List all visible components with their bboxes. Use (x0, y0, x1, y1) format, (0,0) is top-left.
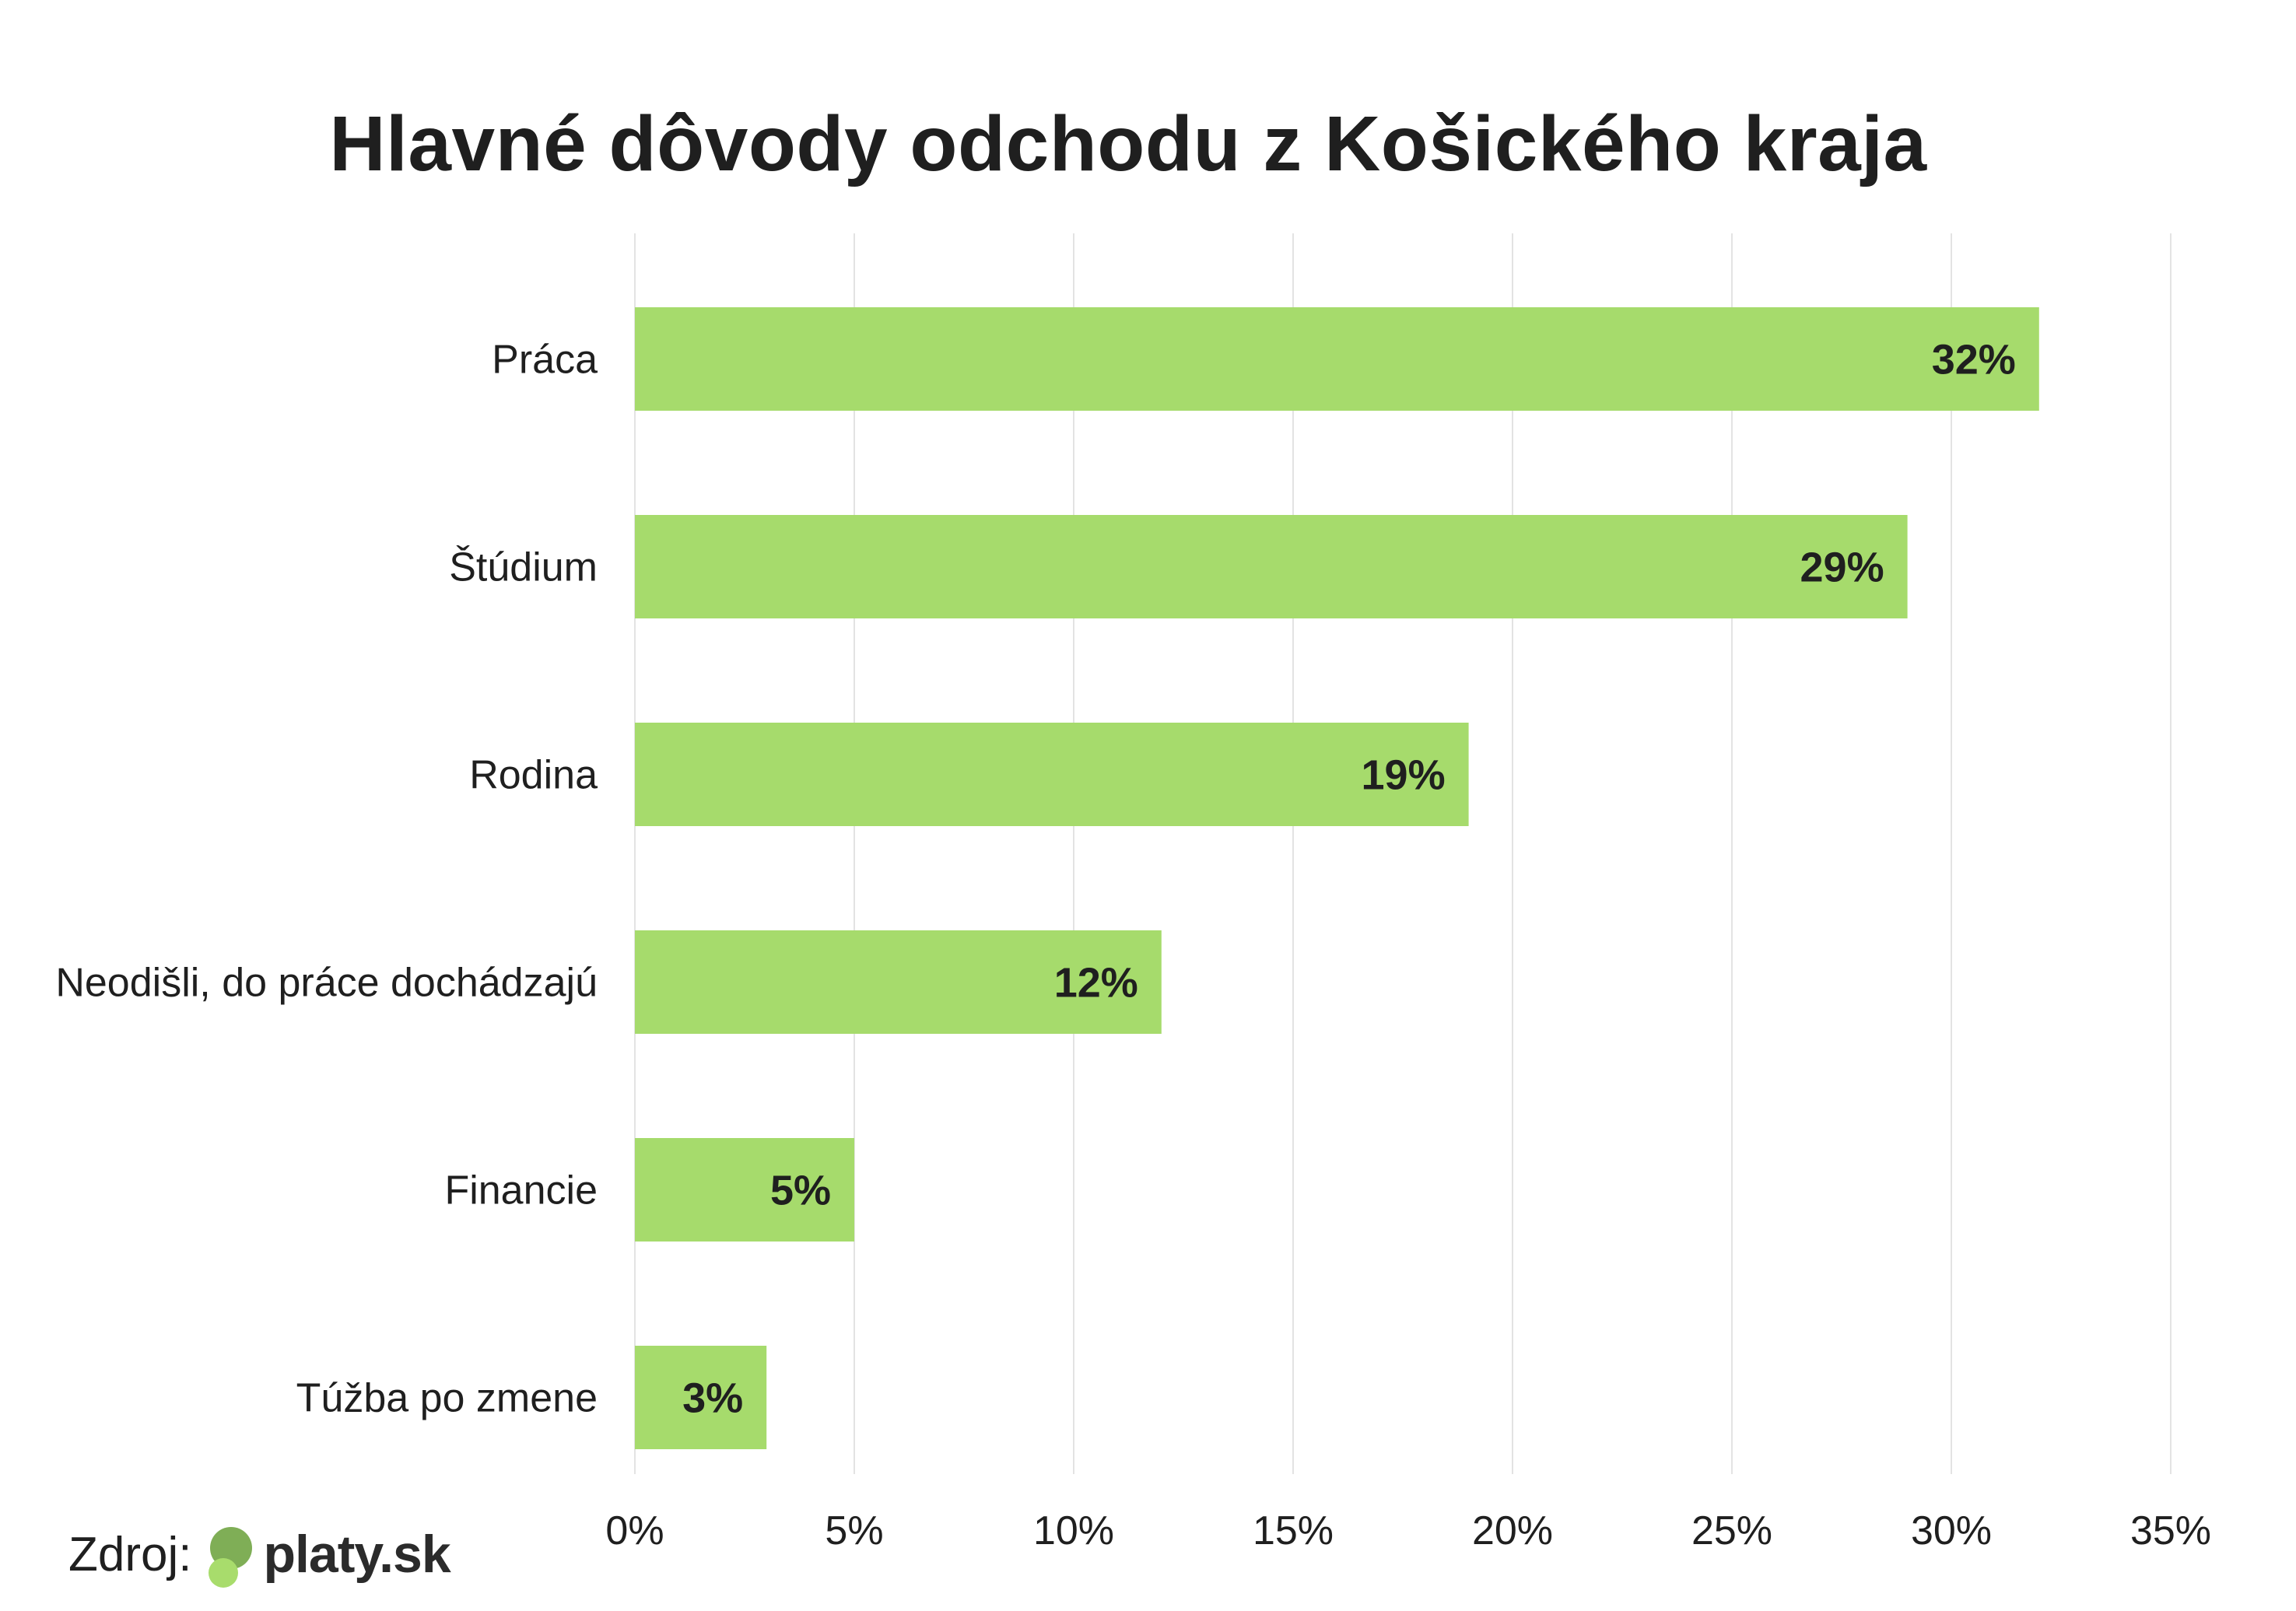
bar (635, 723, 1469, 826)
category-label: Štúdium (449, 545, 598, 590)
bar (635, 307, 2039, 411)
source-label: Zdroj: (68, 1527, 192, 1581)
category-label: Práca (492, 338, 598, 383)
source-credit: Zdroj: platy.sk (68, 1508, 451, 1601)
x-tick-label: 30% (1911, 1508, 1992, 1553)
bar (635, 930, 1162, 1034)
category-label: Túžba po zmene (296, 1376, 598, 1421)
bar-value-label: 3% (682, 1375, 743, 1422)
bar (635, 515, 1908, 618)
logo-dots-icon (209, 1519, 257, 1589)
bar (635, 1138, 854, 1242)
category-label: Financie (444, 1168, 598, 1214)
x-tick-label: 0% (605, 1508, 664, 1553)
bar-value-label: 32% (1932, 337, 2016, 383)
x-tick-label: 35% (2130, 1508, 2211, 1553)
bar-value-label: 12% (1054, 960, 1138, 1007)
bar (635, 1346, 767, 1449)
category-label: Neodišli, do práce dochádzajú (55, 961, 598, 1006)
chart-title: Hlavné dôvody odchodu z Košického kraja (329, 100, 1927, 187)
x-tick-label: 25% (1691, 1508, 1772, 1553)
bar-value-label: 19% (1362, 752, 1446, 799)
category-label: Rodina (469, 753, 598, 798)
x-tick-label: 5% (825, 1508, 883, 1553)
bar-value-label: 29% (1800, 545, 1884, 591)
x-tick-label: 10% (1033, 1508, 1114, 1553)
platy-logo: platy.sk (209, 1519, 451, 1589)
x-tick-label: 15% (1253, 1508, 1334, 1553)
x-tick-label: 20% (1472, 1508, 1553, 1553)
logo-text: platy.sk (263, 1525, 450, 1584)
bar-value-label: 5% (770, 1168, 831, 1214)
